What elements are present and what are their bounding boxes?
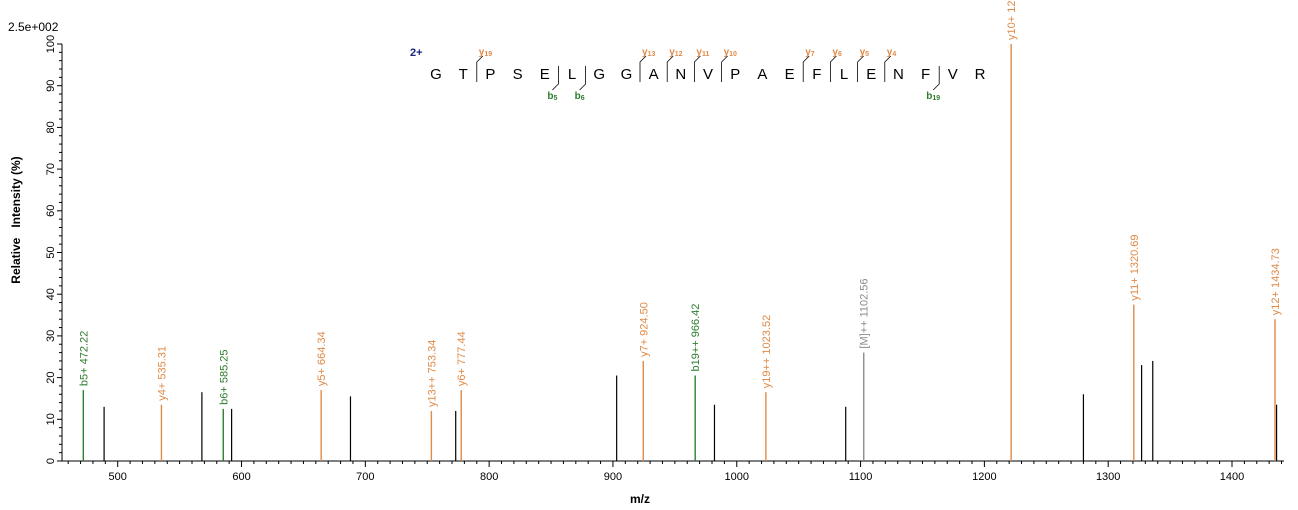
x-tick-label: 700 [356, 471, 374, 483]
y-fragment-bracket [639, 55, 647, 82]
y-fragment-label: y6 [832, 47, 842, 58]
y-axis-title: Relative Intensity (%) [9, 156, 23, 283]
x-tick-label: 500 [109, 471, 127, 483]
peak-labels: b5+ 472.22 y4+ 535.31 b6+ 585.25 y5+ 664.34… [78, 0, 1282, 407]
y-fragment-bracket [694, 55, 701, 82]
peaks [82, 44, 1278, 461]
peak-label: y10+ 1221.62 [1006, 0, 1018, 40]
peak-label: b19++ 966.42 [690, 304, 702, 372]
sequence-residue: V [703, 66, 713, 83]
sequence-residue: S [513, 66, 523, 83]
sequence-residue: A [649, 66, 659, 83]
y-fragment-bracket [884, 55, 892, 82]
y-fragment-label: y11 [696, 47, 709, 58]
peak-label: y5+ 664.34 [316, 331, 328, 386]
sequence-residue: N [675, 66, 686, 83]
y-fragment-bracket [802, 55, 810, 82]
sequence-residue: T [459, 66, 468, 83]
b-fragment-bracket [552, 66, 559, 91]
peak-label: y13++ 753.34 [426, 340, 438, 407]
b-fragment-label: b6 [575, 91, 585, 102]
peak-label: y11+ 1320.69 [1129, 234, 1141, 300]
sequence-residue: L [840, 66, 848, 83]
y-fragment-bracket [666, 55, 674, 82]
y-fragment-bracket [830, 55, 837, 82]
y-tick-label: 10 [45, 413, 57, 425]
y-tick-label: 40 [45, 288, 57, 300]
b-fragment-label: b5 [547, 91, 557, 102]
sequence-residue: F [921, 66, 930, 83]
b-fragment-bracket [932, 66, 940, 91]
x-tick-label: 600 [232, 471, 250, 483]
sequence-residue: P [730, 66, 740, 83]
x-tick-label: 900 [604, 471, 622, 483]
y-fragment-label: y7 [805, 47, 815, 58]
y-fragment-label: y10 [724, 47, 737, 58]
x-tick-label: 1100 [849, 471, 873, 483]
y-fragment-label: y12 [669, 47, 682, 58]
sequence-residue: R [975, 66, 986, 83]
sequence-residue: V [948, 66, 958, 83]
sequence-residue: F [812, 66, 821, 83]
y-tick-label: 70 [45, 163, 57, 175]
sequence-residue: E [866, 66, 876, 83]
sequence-residue: G [593, 66, 605, 83]
sequence-residue: A [757, 66, 767, 83]
peak-label: y7+ 924.50 [638, 302, 650, 357]
y-tick-label: 50 [45, 246, 57, 258]
scale-label: 2.5e+002 [8, 20, 59, 34]
sequence-residue: N [893, 66, 904, 83]
y-tick-label: 100 [45, 35, 57, 53]
peak-label: [M]++ 1102.56 [859, 278, 871, 348]
peak-label: y4+ 535.31 [156, 346, 168, 401]
sequence-residue: L [568, 66, 576, 83]
y-tick-label: 90 [45, 80, 57, 92]
x-tick-label: 800 [480, 471, 498, 483]
y-fragment-label: y13 [642, 47, 655, 58]
x-tick-label: 1200 [972, 471, 996, 483]
y-tick-label: 30 [45, 330, 57, 342]
sequence-residue: E [540, 66, 550, 83]
y-fragment-bracket [721, 55, 728, 82]
y-fragment-label: y5 [860, 47, 870, 58]
peak-label: b6+ 585.25 [218, 350, 230, 405]
peak-label: y12+ 1434.73 [1270, 248, 1282, 315]
b-fragment-label: b19 [926, 91, 940, 102]
sequence-residue: P [485, 66, 495, 83]
y-tick-label: 60 [45, 205, 57, 217]
y-fragment-bracket [476, 55, 484, 82]
peak-label: y19++ 1023.52 [761, 315, 773, 388]
x-tick-label: 1000 [725, 471, 749, 483]
y-fragment-label: y4 [887, 47, 897, 58]
x-tick-label: 1400 [1220, 471, 1244, 483]
y-tick-label: 0 [45, 458, 57, 464]
charge-label: 2+ [410, 47, 423, 59]
y-fragment-label: y19 [479, 47, 492, 58]
axes: 0 10 20 30 40 50 60 70 80 90 100 500 600 700 800 900 100… [45, 35, 1284, 483]
peak-label: y6+ 777.44 [456, 331, 468, 386]
sequence-residue: G [621, 66, 633, 83]
y-fragment-bracket [857, 55, 864, 82]
peak-label: b5+ 472.22 [78, 331, 90, 386]
y-tick-label: 20 [45, 371, 57, 383]
x-axis-title: m/z [630, 492, 650, 506]
sequence-residue: G [430, 66, 442, 83]
y-tick-label: 80 [45, 121, 57, 133]
x-tick-label: 1300 [1096, 471, 1120, 483]
sequence-residue: E [785, 66, 795, 83]
b-fragment-bracket [579, 66, 586, 91]
